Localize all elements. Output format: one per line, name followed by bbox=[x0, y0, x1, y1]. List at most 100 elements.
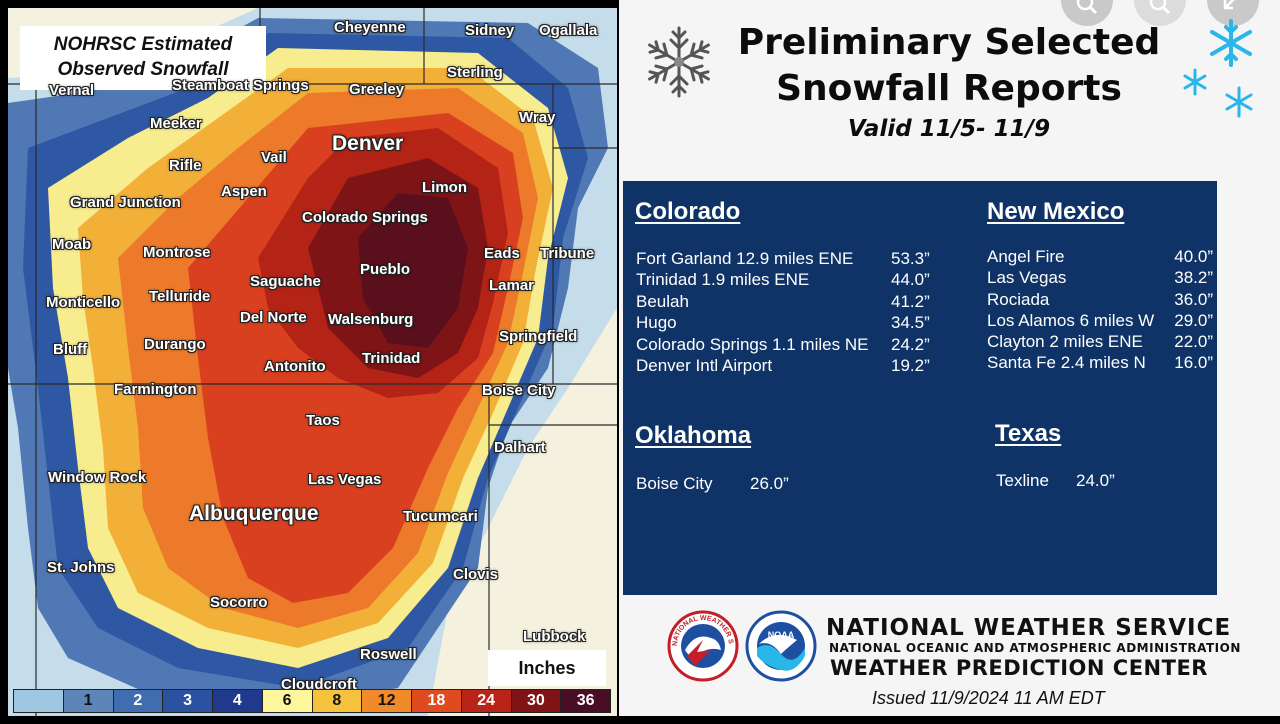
city-label: Bluff bbox=[53, 341, 88, 358]
city-label: Taos bbox=[306, 412, 340, 429]
legend-cell bbox=[14, 690, 64, 712]
city-label: Eads bbox=[484, 245, 520, 262]
city-label: Dalhart bbox=[494, 439, 546, 456]
city-label: Denver bbox=[332, 132, 404, 155]
legend-cell: 8 bbox=[312, 690, 363, 712]
report-amount: 36.0” bbox=[1174, 290, 1213, 309]
city-label: Montrose bbox=[143, 244, 211, 261]
report-location: Angel Fire bbox=[987, 247, 1065, 266]
city-label: Cheyenne bbox=[334, 19, 406, 36]
city-label: Durango bbox=[144, 336, 206, 353]
nws-footer: NATIONAL WEATHER SERVICE NOAA NATIONAL W… bbox=[619, 600, 1280, 716]
city-label: Pueblo bbox=[360, 261, 411, 278]
report-amount: 29.0” bbox=[1174, 311, 1213, 330]
report-amount: 44.0” bbox=[891, 270, 930, 289]
city-label: Del Norte bbox=[240, 309, 307, 326]
report-amount: 26.0” bbox=[750, 474, 789, 493]
city-label: Cloudcroft bbox=[281, 676, 357, 693]
legend-cell: 30 bbox=[511, 690, 562, 712]
legend-cell: 24 bbox=[461, 690, 512, 712]
state-heading-new-mexico: New Mexico bbox=[987, 198, 1125, 225]
legend-cell: 6 bbox=[262, 690, 313, 712]
city-label: Grand Junction bbox=[70, 194, 181, 211]
report-amount: 53.3” bbox=[891, 249, 930, 268]
city-label: Socorro bbox=[210, 594, 268, 611]
report-amount: 34.5” bbox=[891, 313, 930, 332]
report-location: Los Alamos 6 miles W bbox=[987, 311, 1155, 330]
reports-panel: Preliminary Selected Snowfall Reports Va… bbox=[619, 0, 1280, 716]
page-title: Preliminary Selected Snowfall Reports bbox=[699, 20, 1199, 112]
city-label: Monticello bbox=[46, 294, 121, 311]
report-location: Colorado Springs 1.1 miles NE bbox=[636, 335, 869, 354]
city-label: Telluride bbox=[149, 288, 211, 305]
title-line2: Snowfall Reports bbox=[776, 68, 1122, 109]
report-amount: 24.2” bbox=[891, 335, 930, 354]
report-amount: 38.2” bbox=[1174, 268, 1213, 287]
org-center: WEATHER PREDICTION CENTER bbox=[830, 656, 1208, 680]
zoom-in-icon[interactable] bbox=[1061, 0, 1113, 26]
city-label: Sidney bbox=[465, 22, 515, 39]
city-label: Moab bbox=[52, 236, 92, 253]
report-location: Denver Intl Airport bbox=[636, 356, 773, 375]
map-title-line2: Observed Snowfall bbox=[57, 59, 229, 80]
city-label: Saguache bbox=[250, 273, 321, 290]
city-label: Clovis bbox=[453, 566, 499, 583]
city-label: Vernal bbox=[49, 82, 95, 99]
report-location: Trinidad 1.9 miles ENE bbox=[636, 270, 810, 289]
city-label: Wray bbox=[519, 109, 556, 126]
noaa-logo-text: NOAA bbox=[768, 630, 795, 640]
org-parent: NATIONAL OCEANIC AND ATMOSPHERIC ADMINIS… bbox=[829, 641, 1241, 655]
city-label: St. Johns bbox=[47, 559, 115, 576]
city-label: Trinidad bbox=[362, 350, 421, 367]
city-label: Sterling bbox=[447, 64, 503, 81]
city-label: Vail bbox=[261, 149, 287, 166]
city-label: Antonito bbox=[264, 358, 326, 375]
legend-units-label: Inches bbox=[488, 650, 606, 686]
nws-logo-icon: NATIONAL WEATHER SERVICE bbox=[667, 610, 739, 682]
map-title: NOHRSC Estimated Observed Snowfall bbox=[20, 26, 266, 90]
city-label: Boise City bbox=[482, 382, 556, 399]
report-amount: 16.0” bbox=[1174, 353, 1213, 372]
snowfall-map: NOHRSC Estimated Observed Snowfall Cheye… bbox=[8, 8, 617, 716]
corner-toolbar bbox=[1061, 0, 1259, 26]
legend-cell: 4 bbox=[213, 690, 263, 712]
city-label: Springfield bbox=[499, 328, 578, 345]
city-label: Tucumcari bbox=[403, 508, 478, 525]
city-label: Albuquerque bbox=[189, 502, 319, 525]
report-amount: 24.0” bbox=[1076, 471, 1115, 490]
city-label: Greeley bbox=[349, 81, 405, 98]
valid-dates: Valid 11/5- 11/9 bbox=[847, 116, 1051, 142]
city-label: Lamar bbox=[489, 277, 535, 294]
report-location: Las Vegas bbox=[987, 268, 1067, 287]
legend-cell: 3 bbox=[163, 690, 213, 712]
report-location: Fort Garland 12.9 miles ENE bbox=[636, 249, 854, 268]
state-heading-texas: Texas bbox=[995, 420, 1062, 447]
noaa-logo-icon: NOAA bbox=[745, 610, 817, 682]
city-label: Farmington bbox=[114, 381, 197, 398]
city-label: Colorado Springs bbox=[302, 209, 428, 226]
reports-table: Colorado Fort Garland 12.9 miles ENE 53.… bbox=[623, 181, 1217, 595]
org-name: NATIONAL WEATHER SERVICE bbox=[826, 615, 1232, 641]
city-label: Las Vegas bbox=[308, 471, 382, 488]
snowfall-legend: 1 2 3 4 6 8 12 18 24 30 36 bbox=[13, 689, 611, 713]
map-title-line1: NOHRSC Estimated bbox=[53, 34, 233, 55]
city-label: Aspen bbox=[221, 183, 267, 200]
report-location: Boise City bbox=[636, 474, 713, 493]
issued-timestamp: Issued 11/9/2024 11 AM EDT bbox=[872, 688, 1105, 708]
legend-cell: 36 bbox=[561, 690, 610, 712]
report-location: Santa Fe 2.4 miles N bbox=[987, 353, 1146, 372]
report-amount: 19.2” bbox=[891, 356, 930, 375]
title-line1: Preliminary Selected bbox=[737, 22, 1161, 63]
expand-icon[interactable] bbox=[1207, 0, 1259, 26]
city-label: Steamboat Springs bbox=[172, 77, 309, 94]
city-label: Rifle bbox=[169, 157, 202, 174]
snowflake-icon bbox=[644, 26, 714, 98]
search-icon[interactable] bbox=[1134, 0, 1186, 26]
state-heading-oklahoma: Oklahoma bbox=[635, 422, 752, 449]
city-label: Walsenburg bbox=[328, 311, 414, 328]
report-location: Rociada bbox=[987, 290, 1050, 309]
snowfall-map-graphic bbox=[8, 8, 617, 716]
report-location: Texline bbox=[996, 471, 1049, 490]
legend-cell: 18 bbox=[412, 690, 462, 712]
city-label: Lubbock bbox=[523, 628, 586, 645]
